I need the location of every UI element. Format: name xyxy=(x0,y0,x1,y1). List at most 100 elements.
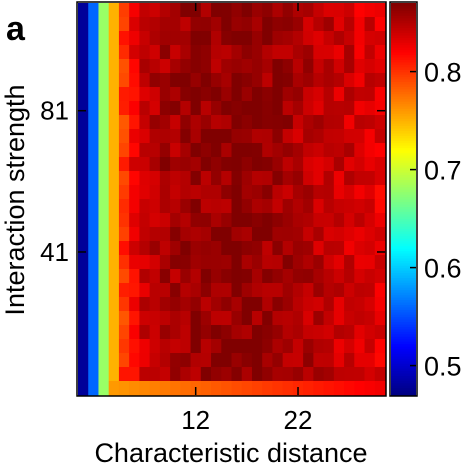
colorbar-segment xyxy=(391,363,416,367)
colorbar-segment xyxy=(391,25,416,29)
heatmap-cell xyxy=(272,199,284,214)
heatmap-cell xyxy=(200,45,212,60)
heatmap-cell xyxy=(251,325,263,340)
heatmap-cell xyxy=(200,87,212,102)
heatmap-cell xyxy=(231,171,243,186)
heatmap-cell xyxy=(323,297,335,312)
heatmap-cell xyxy=(98,73,110,88)
colorbar-segment xyxy=(391,333,416,337)
heatmap-cell xyxy=(364,185,376,200)
colorbar-segment xyxy=(391,309,416,313)
heatmap-cell xyxy=(313,129,325,144)
heatmap-cell xyxy=(292,255,304,270)
heatmap-cell xyxy=(251,367,263,382)
heatmap-cell xyxy=(323,311,335,326)
heatmap-cell xyxy=(118,59,130,74)
colorbar-segment xyxy=(391,127,416,131)
heatmap-cell xyxy=(303,283,314,298)
heatmap-cell xyxy=(170,73,181,88)
heatmap-cell xyxy=(313,171,325,186)
heatmap-cell xyxy=(374,87,386,102)
heatmap-cell xyxy=(98,311,110,326)
heatmap-cell xyxy=(88,73,100,88)
heatmap-cell xyxy=(180,381,192,396)
heatmap-cell xyxy=(88,353,100,368)
colorbar-segment xyxy=(391,32,416,36)
heatmap-cell xyxy=(98,283,110,298)
heatmap-cell xyxy=(303,311,314,326)
heatmap-cell xyxy=(333,59,345,74)
heatmap-cell xyxy=(313,311,325,326)
heatmap-cell xyxy=(292,101,304,116)
heatmap-cell xyxy=(149,241,161,256)
heatmap-cell xyxy=(159,283,171,298)
heatmap-cell xyxy=(98,17,110,32)
heatmap-cell xyxy=(118,255,130,270)
colorbar-segment xyxy=(391,377,416,381)
heatmap-cell xyxy=(108,157,120,172)
heatmap-cell xyxy=(313,227,325,242)
colorbar-segment xyxy=(391,150,416,154)
colorbar-segment xyxy=(391,392,416,396)
heatmap-cell xyxy=(344,17,355,32)
heatmap-cell xyxy=(149,311,161,326)
heatmap-cell xyxy=(221,367,233,382)
heatmap-cell xyxy=(88,3,100,18)
heatmap-cell xyxy=(211,227,222,242)
heatmap-cell xyxy=(170,325,181,340)
colorbar-segment xyxy=(391,137,416,141)
heatmap-cell xyxy=(272,297,284,312)
heatmap-cell xyxy=(272,31,284,46)
heatmap-cell xyxy=(262,31,274,46)
heatmap-cell xyxy=(180,367,192,382)
heatmap-cell xyxy=(344,297,355,312)
heatmap-cell xyxy=(354,73,366,88)
heatmap-cell xyxy=(180,101,192,116)
colorbar-segment xyxy=(391,206,416,210)
colorbar-segment xyxy=(391,316,416,320)
heatmap-cell xyxy=(98,171,110,186)
heatmap-cell xyxy=(139,115,151,130)
heatmap-cell xyxy=(354,45,366,60)
heatmap-cell xyxy=(129,73,140,88)
heatmap-cell xyxy=(108,59,120,74)
heatmap-cell xyxy=(231,45,243,60)
heatmap-cell xyxy=(374,353,386,368)
heatmap-cell xyxy=(282,17,294,32)
heatmap-cell xyxy=(211,381,222,396)
heatmap-cell xyxy=(98,199,110,214)
heatmap-cell xyxy=(170,17,181,32)
colorbar-segment xyxy=(391,387,416,391)
heatmap-cell xyxy=(282,31,294,46)
heatmap-cell xyxy=(303,129,314,144)
heatmap-cell xyxy=(190,157,202,172)
heatmap-cell xyxy=(354,101,366,116)
heatmap-cell xyxy=(78,171,89,186)
colorbar-segment xyxy=(391,294,416,298)
heatmap-cell xyxy=(88,87,100,102)
colorbar-segment xyxy=(391,370,416,374)
heatmap-cell xyxy=(241,199,253,214)
heatmap-cell xyxy=(98,59,110,74)
heatmap-cell xyxy=(374,325,386,340)
heatmap-cell xyxy=(272,143,284,158)
heatmap-cell xyxy=(231,101,243,116)
heatmap-cell xyxy=(88,143,100,158)
heatmap-cell xyxy=(180,31,192,46)
heatmap-cell xyxy=(303,241,314,256)
heatmap-cell xyxy=(190,171,202,186)
heatmap-cell xyxy=(88,171,100,186)
colorbar-segment xyxy=(391,27,416,31)
colorbar-segment xyxy=(391,323,416,327)
colorbar-segment xyxy=(391,350,416,354)
heatmap-cell xyxy=(374,59,386,74)
heatmap-cell xyxy=(139,255,151,270)
heatmap-cell xyxy=(231,185,243,200)
heatmap-cell xyxy=(374,227,386,242)
colorbar-segment xyxy=(391,86,416,90)
colorbar-segment xyxy=(391,167,416,171)
heatmap-cell xyxy=(190,241,202,256)
heatmap-cell xyxy=(159,213,171,228)
heatmap-cell xyxy=(211,101,222,116)
